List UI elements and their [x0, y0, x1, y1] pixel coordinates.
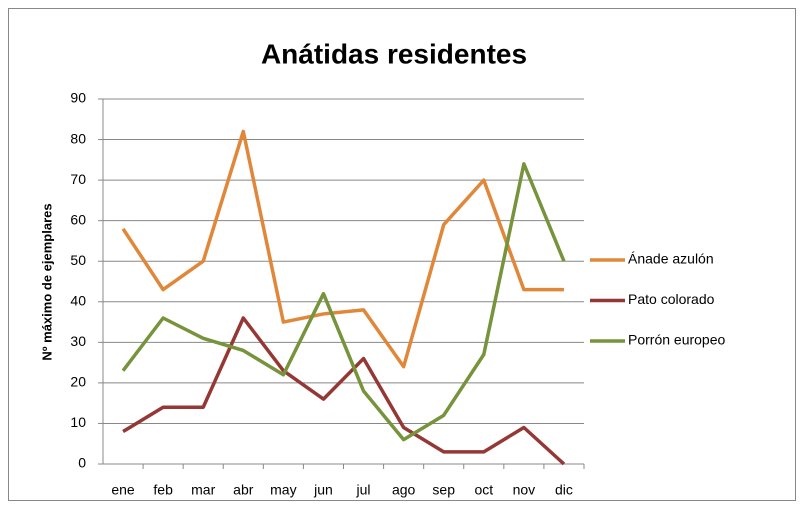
y-tick-label: 30 [70, 333, 86, 349]
x-tick-label: feb [153, 482, 173, 498]
y-tick-label: 80 [70, 130, 86, 146]
y-tick-label: 10 [70, 414, 86, 430]
series-line [121, 129, 564, 369]
y-tick-label: 90 [70, 90, 86, 106]
y-tick-label: 50 [70, 252, 86, 268]
legend-label: Ánade azulón [628, 251, 714, 267]
series-line [122, 316, 566, 466]
y-tick-label: 40 [70, 292, 86, 308]
y-tick-label: 60 [70, 211, 86, 227]
y-tick-label: 70 [70, 171, 86, 187]
x-tick-label: jul [356, 482, 371, 498]
legend-label: Pato colorado [628, 291, 715, 307]
series-line [121, 162, 566, 442]
x-tick-label: abr [233, 482, 254, 498]
legend-label: Porrón europeo [628, 332, 726, 348]
x-tick-label: dic [555, 482, 573, 498]
x-tick-label: nov [513, 482, 536, 498]
x-tick-label: oct [474, 482, 493, 498]
y-tick-label: 20 [70, 374, 86, 390]
y-axis-label: Nº máximo de ejemplares [39, 203, 54, 360]
x-tick-label: may [270, 482, 296, 498]
x-tick-label: sep [432, 482, 455, 498]
x-tick-label: ene [111, 482, 135, 498]
x-tick-label: jun [313, 482, 333, 498]
chart-title: Anátidas residentes [261, 38, 527, 69]
x-tick-label: ago [392, 482, 416, 498]
x-tick-label: mar [191, 482, 215, 498]
y-tick-label: 0 [78, 455, 86, 471]
